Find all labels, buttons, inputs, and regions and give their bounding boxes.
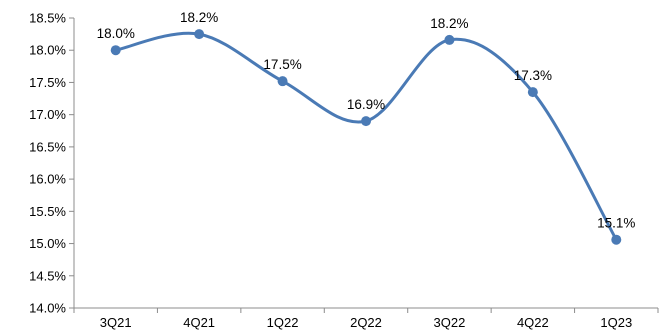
data-label: 15.1%: [597, 216, 635, 231]
x-tick-label: 4Q22: [517, 315, 549, 330]
data-label: 18.2%: [430, 16, 468, 31]
y-tick-label: 14.5%: [29, 268, 66, 283]
series-line: [114, 31, 618, 242]
x-tick-label: 1Q23: [600, 315, 632, 330]
y-tick-label: 15.5%: [29, 204, 66, 219]
data-point: [444, 34, 455, 45]
data-labels: 18.0% 18.2% 17.5% 16.9% 18.2% 17.3% 15.1%: [97, 10, 636, 231]
x-axis-ticks: 3Q21 4Q21 1Q22 2Q22 3Q22 4Q22 1Q23: [73, 308, 659, 330]
data-points: [110, 29, 622, 245]
x-tick-label: 4Q21: [183, 315, 215, 330]
data-label: 18.0%: [97, 26, 135, 41]
x-tick-label: 3Q21: [100, 315, 132, 330]
data-label: 18.2%: [180, 10, 218, 25]
y-tick-label: 18.5%: [29, 11, 66, 26]
y-tick-label: 17.0%: [29, 107, 66, 122]
y-tick-label: 15.0%: [29, 236, 66, 251]
data-label: 17.5%: [263, 57, 301, 72]
x-tick-label: 2Q22: [350, 315, 382, 330]
y-axis-ticks: 14.0% 14.5% 15.0% 15.5% 16.0% 16.5% 17.0% 17.5%…: [29, 11, 74, 316]
y-tick-label: 16.5%: [29, 139, 66, 154]
y-tick-label: 16.0%: [29, 172, 66, 187]
data-point: [110, 45, 121, 56]
data-point: [277, 76, 288, 87]
y-tick-label: 17.5%: [29, 75, 66, 90]
data-label: 16.9%: [347, 97, 385, 112]
data-point: [527, 87, 538, 98]
data-point: [361, 116, 371, 127]
y-tick-label: 14.0%: [29, 301, 66, 316]
x-tick-label: 3Q22: [434, 315, 466, 330]
y-tick-label: 18.0%: [29, 43, 66, 58]
data-label: 17.3%: [514, 68, 552, 83]
data-point: [611, 234, 622, 245]
data-point: [194, 29, 205, 40]
x-tick-label: 1Q22: [267, 315, 299, 330]
axes: [73, 18, 658, 309]
